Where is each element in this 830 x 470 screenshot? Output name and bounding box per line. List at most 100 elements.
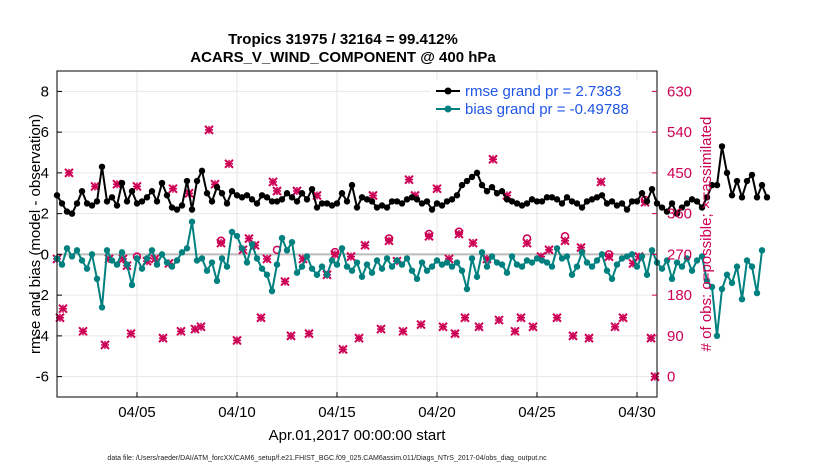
rmse-point <box>153 198 161 205</box>
rmse-point <box>293 198 301 205</box>
bias-point <box>518 263 526 270</box>
bias-point <box>678 263 686 270</box>
rmse-point <box>633 198 641 205</box>
rmse-point <box>313 204 321 211</box>
bias-point <box>313 271 321 278</box>
legend-rmse-label: rmse grand pr = 2.7383 <box>465 83 621 100</box>
bias-point <box>658 265 666 272</box>
y-left-tick-label: 2 <box>41 206 49 223</box>
y-left-tick-label: 4 <box>41 165 49 182</box>
bias-point <box>493 259 501 266</box>
bias-point <box>633 263 641 270</box>
x-tick-label: 04/15 <box>318 404 356 421</box>
bias-point <box>163 259 171 266</box>
bias-point <box>573 263 581 270</box>
rmse-point <box>378 202 386 209</box>
obs-assimilated-point <box>584 333 594 343</box>
bias-point <box>388 263 396 270</box>
rmse-point <box>483 188 491 195</box>
rmse-point <box>658 204 666 211</box>
bias-point <box>373 257 381 264</box>
bias-point <box>63 245 71 252</box>
y-right-tick-label: 360 <box>667 206 692 223</box>
rmse-point <box>338 190 346 197</box>
rmse-point <box>588 196 596 203</box>
rmse-point <box>698 204 706 211</box>
obs-assimilated-point <box>262 254 272 264</box>
obs-possible-point <box>560 232 570 241</box>
obs-assimilated-point <box>168 184 178 194</box>
obs-assimilated-point <box>552 313 562 323</box>
rmse-point <box>103 198 111 205</box>
bias-point <box>108 257 116 264</box>
rmse-point <box>173 206 181 213</box>
bias-point <box>348 267 356 274</box>
rmse-point <box>263 194 271 201</box>
bias-point <box>88 251 96 258</box>
rmse-point <box>613 202 621 209</box>
rmse-point <box>453 192 461 199</box>
bias-point <box>268 287 276 295</box>
bias-point <box>238 245 246 252</box>
bias-point <box>623 253 631 260</box>
bias-point <box>713 332 721 340</box>
rmse-point <box>683 200 691 207</box>
obs-possible-point <box>330 247 340 257</box>
bias-point <box>158 251 166 258</box>
bias-point <box>568 271 576 278</box>
bias-point <box>263 271 271 278</box>
bias-point <box>673 259 681 266</box>
rmse-point <box>418 200 426 207</box>
obs-assimilated-point <box>100 340 110 350</box>
x-tick-label: 04/25 <box>518 404 556 421</box>
rmse-point <box>288 194 296 201</box>
obs-assimilated-point <box>256 313 266 323</box>
rmse-point <box>188 206 196 213</box>
axis-ticks: -6 -4 -2 0 2 4 6 8 0 90 180 270 360 450 540 630 04/05 04/… <box>36 83 692 421</box>
bias-point <box>203 267 211 274</box>
bias-point <box>68 253 76 260</box>
bias-point <box>273 261 281 268</box>
rmse-point <box>178 202 186 209</box>
rmse-point <box>568 198 576 205</box>
rmse-point <box>448 196 456 203</box>
bias-point <box>503 269 511 276</box>
x-tick-label: 04/30 <box>618 404 656 421</box>
bias-point <box>403 255 411 262</box>
y-right-tick-label: 180 <box>667 287 692 304</box>
bias-point <box>588 263 596 270</box>
bias-point <box>603 267 611 274</box>
rmse-point <box>208 198 216 205</box>
rmse-point <box>518 202 526 209</box>
bias-point <box>333 261 341 268</box>
rmse-point <box>678 204 686 211</box>
obs-possible-point <box>384 234 394 243</box>
rmse-point <box>578 204 586 211</box>
bias-point <box>168 263 176 270</box>
bias-point <box>248 240 256 248</box>
bias-point <box>213 277 221 285</box>
obs-assimilated-point <box>90 181 100 192</box>
rmse-point <box>108 194 116 201</box>
rmse-point <box>198 167 206 175</box>
obs-assimilated-point <box>338 344 348 355</box>
x-tick-label: 04/10 <box>218 404 256 421</box>
obs-assimilated-point <box>376 324 386 334</box>
rmse-point <box>458 181 466 189</box>
bias-point <box>73 247 81 254</box>
bias-point <box>118 249 126 256</box>
y-right-tick-label: 90 <box>667 328 684 345</box>
rmse-point <box>353 204 361 211</box>
obs-assimilated-point <box>488 154 498 164</box>
rmse-point <box>563 194 571 201</box>
bias-point <box>198 255 206 262</box>
rmse-point <box>708 181 716 189</box>
bias-point <box>138 265 146 272</box>
bias-point <box>278 234 286 242</box>
obs-possible-point <box>424 229 434 239</box>
bias-point <box>323 271 331 278</box>
rmse-point <box>63 208 71 215</box>
rmse-point <box>603 200 611 207</box>
bias-point <box>738 296 746 303</box>
rmse-point <box>438 202 446 209</box>
